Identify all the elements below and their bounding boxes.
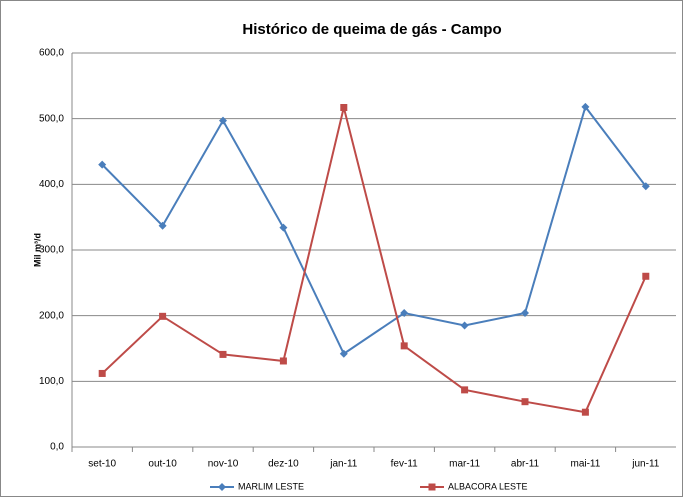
data-point [98, 369, 106, 377]
y-tick-label: 200,0 [39, 310, 64, 321]
series-line [101, 104, 647, 356]
y-tick-label: 0,0 [50, 442, 64, 453]
x-tick-label: fev-11 [391, 459, 418, 470]
series-line [101, 107, 647, 414]
x-tick-label: out-10 [148, 459, 177, 470]
y-tick-label: 300,0 [39, 245, 64, 256]
legend-marker [428, 483, 436, 491]
data-point [581, 408, 589, 416]
data-point [158, 221, 167, 230]
data-point [340, 104, 348, 112]
data-point [641, 182, 650, 191]
data-point [219, 350, 227, 358]
y-axis-label: Mil m³/d [32, 233, 42, 267]
data-point [339, 349, 348, 358]
data-point [581, 102, 590, 111]
data-point [521, 309, 529, 318]
data-point [279, 223, 288, 232]
data-point [642, 272, 650, 280]
x-tick-label: mai-11 [570, 459, 600, 470]
legend-marker [218, 483, 226, 491]
legend-label: MARLIM LESTE [238, 481, 304, 491]
data-point [279, 357, 287, 365]
y-tick-label: 600,0 [39, 48, 64, 59]
x-tick-label: jun-11 [631, 459, 659, 470]
data-point [219, 116, 227, 125]
chart-title: Histórico de queima de gás - Campo [242, 21, 501, 38]
y-tick-label: 500,0 [39, 113, 64, 124]
y-tick-label: 400,0 [39, 179, 64, 190]
data-point [461, 386, 469, 394]
data-point [98, 160, 107, 169]
data-point [460, 321, 469, 330]
x-tick-label: nov-10 [208, 459, 239, 470]
x-tick-label: abr-11 [511, 459, 540, 470]
x-tick-label: mar-11 [449, 459, 480, 470]
x-tick-label: jan-11 [329, 459, 357, 470]
x-tick-label: set-10 [88, 459, 116, 470]
data-point [521, 398, 529, 406]
data-point [400, 342, 408, 350]
data-point [400, 309, 409, 318]
x-tick-label: dez-10 [268, 459, 299, 470]
legend-label: ALBACORA LESTE [448, 481, 528, 491]
data-point [159, 312, 167, 320]
y-tick-label: 100,0 [39, 376, 64, 387]
